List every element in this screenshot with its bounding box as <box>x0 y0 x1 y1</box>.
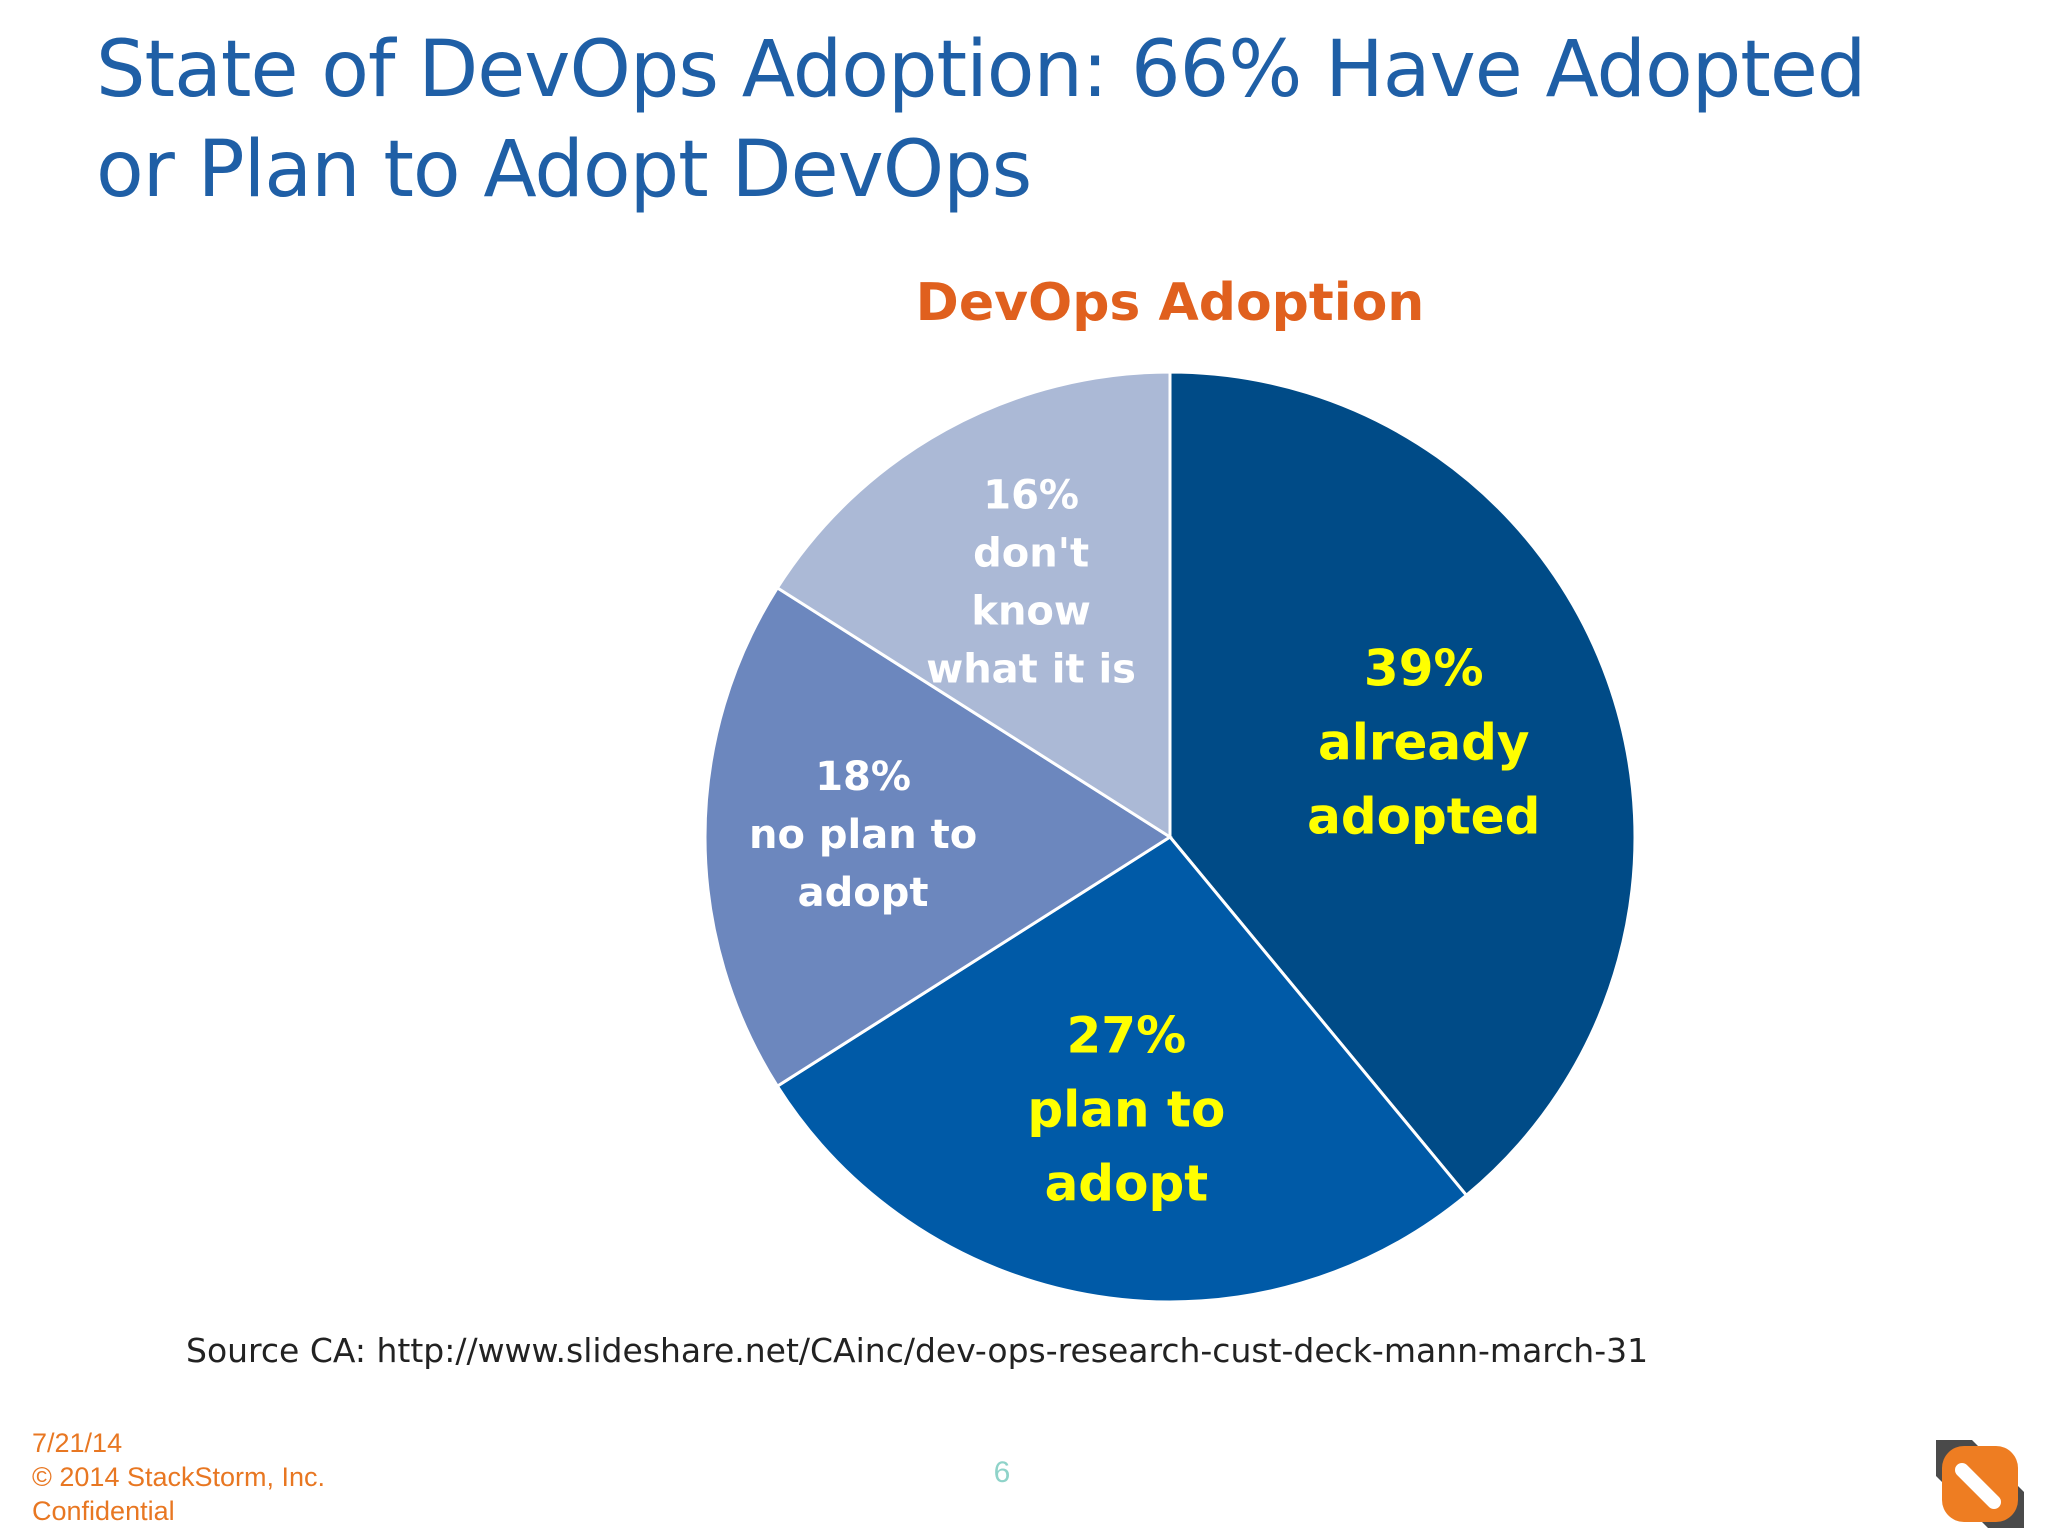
slice-label-line: adopt <box>1045 1154 1209 1212</box>
slice-label-line: what it is <box>926 646 1136 692</box>
footer-confidential: Confidential <box>32 1496 175 1526</box>
pie-slice-no-plan-to-adopt <box>703 585 1173 1089</box>
pie-slice-plan-to-adopt <box>775 835 1469 1304</box>
slice-label-line: 16% <box>983 472 1079 518</box>
slice-label-line: 18% <box>815 754 911 800</box>
slice-label-2: 27% plan to adopt <box>1027 1006 1225 1212</box>
slice-label-line: plan to <box>1027 1080 1225 1138</box>
slide-title: State of DevOps Adoption: 66% Have Adopt… <box>96 25 1866 215</box>
footer-date: 7/21/14 <box>32 1428 123 1458</box>
source-note: Source CA: http://www.slideshare.net/CAi… <box>186 1331 1649 1370</box>
slice-label-4: 16% don't know what it is <box>926 472 1136 692</box>
slice-label-line: 39% <box>1364 639 1484 697</box>
chart-title: DevOps Adoption <box>916 273 1425 333</box>
slice-label-line: don't <box>973 530 1089 576</box>
page-number: 6 <box>993 1456 1011 1489</box>
slice-label-line: 27% <box>1067 1006 1187 1064</box>
footer-copyright: © 2014 StackStorm, Inc. <box>32 1462 326 1492</box>
slice-label-1: 39% already adopted <box>1307 639 1540 845</box>
pie-slice-don-t-know-what-it-is <box>775 370 1172 840</box>
pie-labels: 39% already adopted 27% plan to adopt 18% no pl… <box>749 472 1540 1212</box>
slice-label-line: adopt <box>798 870 929 916</box>
slice-label-line: already <box>1318 713 1530 771</box>
slice-label-line: adopted <box>1307 787 1540 845</box>
slice-label-line: know <box>971 588 1091 634</box>
footer-info: 7/21/14 © 2014 StackStorm, Inc. Confiden… <box>32 1426 325 1528</box>
devops-adoption-pie-chart: DevOps Adoption 39% already adopted 27% plan… <box>703 273 1637 1304</box>
slice-label-line: no plan to <box>749 812 977 858</box>
stackstorm-logo-icon <box>1936 1440 2024 1528</box>
pie-slice-already-adopted <box>1168 370 1637 1198</box>
slice-label-3: 18% no plan to adopt <box>749 754 977 916</box>
pie-slices <box>703 370 1637 1304</box>
